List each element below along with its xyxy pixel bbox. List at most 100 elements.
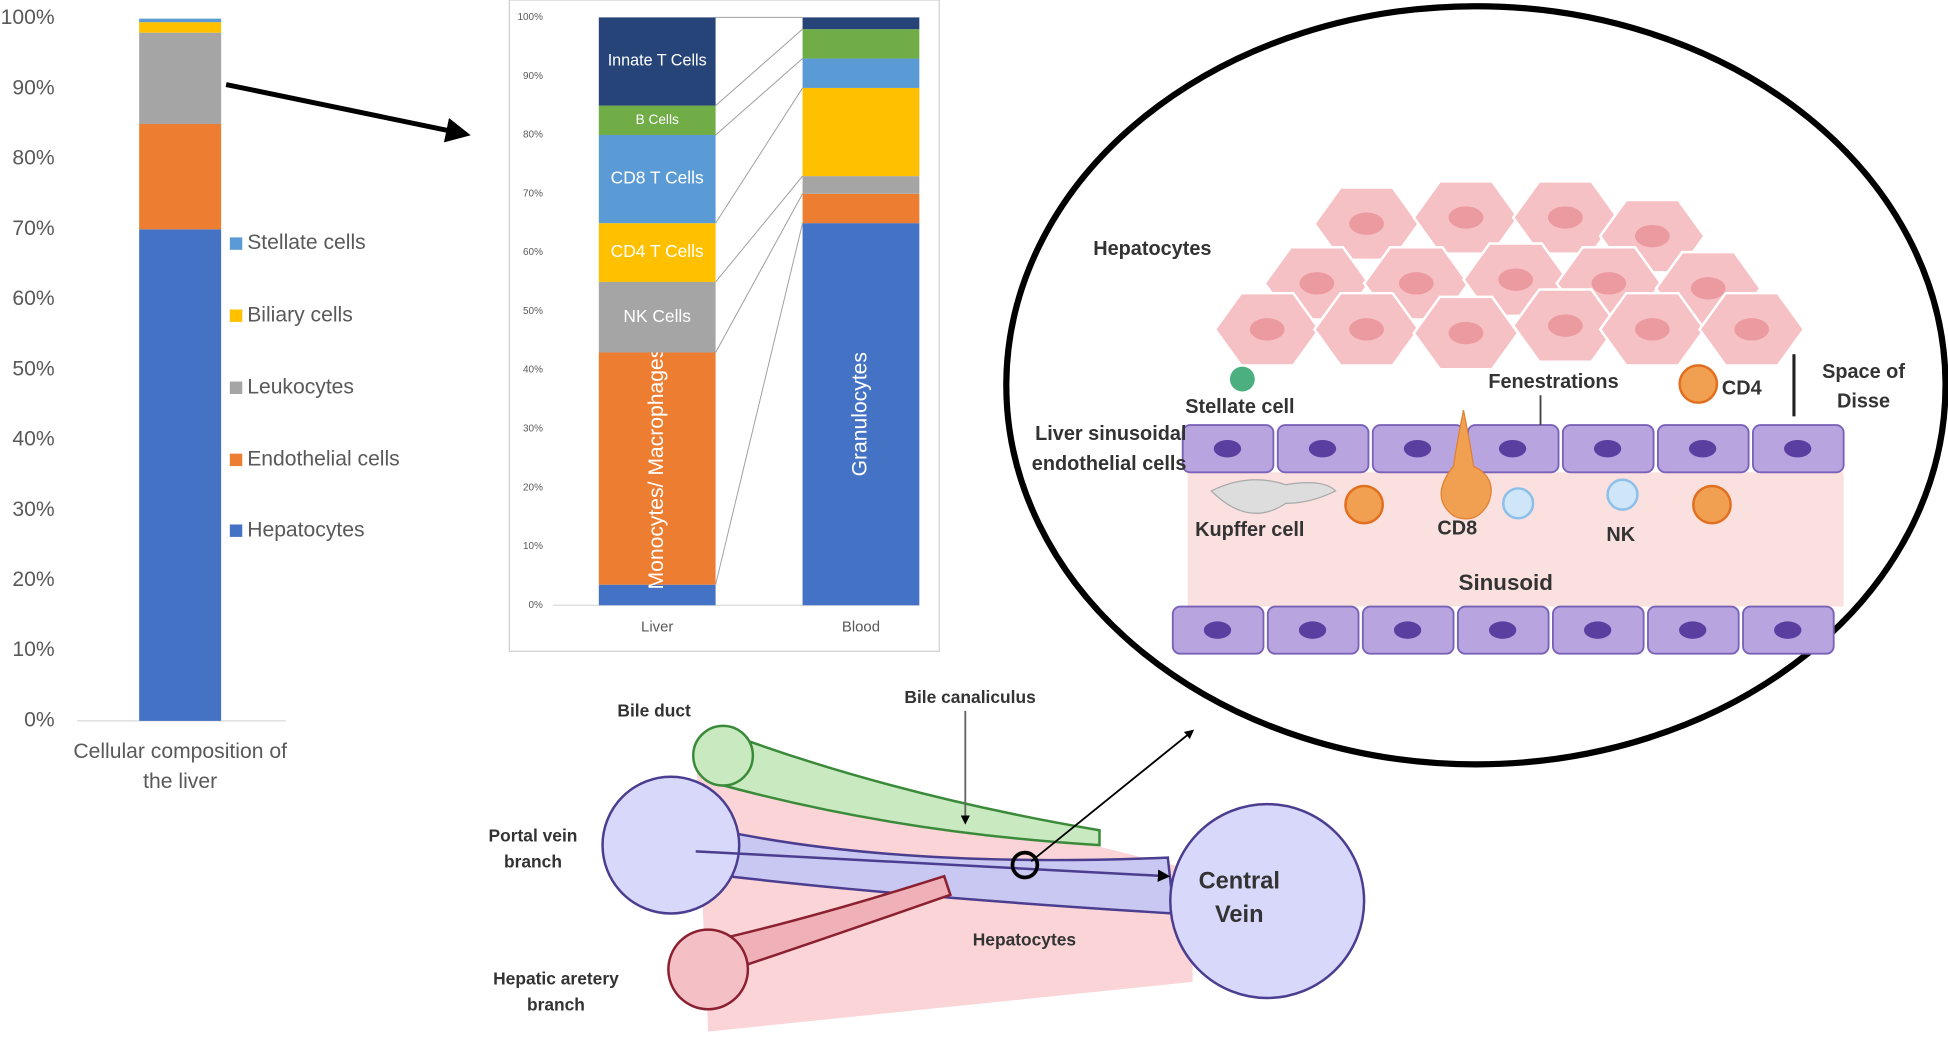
nucleus — [1448, 321, 1484, 345]
t-cell — [1692, 484, 1732, 525]
nucleus — [1249, 318, 1285, 341]
segment-label: CD8 T Cells — [611, 168, 704, 188]
bar-segment — [802, 58, 920, 88]
nucleus — [1634, 224, 1670, 248]
y-tick-label: 20% — [523, 482, 543, 493]
nucleus — [1593, 439, 1622, 458]
hepatocyte-sheet — [1213, 180, 1806, 371]
label: CD4 — [1722, 377, 1762, 399]
y-tick-label: 50% — [523, 306, 543, 317]
y-tick-label: 70% — [523, 188, 543, 199]
legend-swatch — [229, 309, 243, 322]
y-tick-label: 0% — [24, 708, 55, 731]
zoom-pointer — [1030, 729, 1195, 863]
y-tick-label: 80% — [12, 147, 54, 170]
label: Hepatic aretery branch — [493, 968, 619, 1015]
cd4-cell — [1678, 364, 1719, 404]
bar-segment — [598, 352, 716, 585]
y-tick-label: 80% — [523, 130, 543, 141]
bar-segment — [598, 223, 716, 282]
legend-swatch — [229, 237, 243, 250]
y-tick-label: 10% — [12, 638, 54, 661]
bar-segment — [802, 176, 920, 194]
label: NK — [1606, 524, 1635, 546]
nucleus — [1403, 439, 1432, 458]
x-tick-label-box: Cellular composition of the liver — [73, 739, 287, 793]
bar-segment — [139, 229, 222, 721]
label: Central Vein — [1198, 868, 1280, 929]
legend-label: Endothelial cells — [247, 447, 400, 470]
nucleus — [1547, 206, 1583, 229]
connector — [715, 28, 803, 106]
bar-segment — [802, 29, 920, 59]
bar-segment — [139, 123, 222, 230]
nk-cell — [1606, 478, 1639, 511]
y-tick-label: 100% — [517, 12, 543, 23]
connector — [715, 223, 804, 585]
legend-label: Stellate cells — [247, 231, 365, 254]
y-tick-label: 30% — [523, 424, 543, 435]
segment-label: B Cells — [636, 112, 679, 127]
y-tick-label: 40% — [12, 428, 54, 451]
cd8-cell — [1440, 410, 1492, 520]
nucleus — [1308, 439, 1337, 458]
nucleus — [1591, 272, 1627, 295]
connector — [715, 193, 803, 353]
hepatic-artery — [667, 928, 750, 1011]
nucleus — [1299, 272, 1335, 295]
y-tick-label: 60% — [523, 247, 543, 258]
nucleus — [1213, 439, 1242, 458]
y-tick-label: 0% — [529, 600, 544, 611]
kupffer-cell — [1210, 479, 1337, 514]
bar-segment — [598, 584, 716, 606]
x-tick-label: Blood — [842, 620, 880, 636]
segment-label: NK Cells — [623, 306, 691, 326]
segment-label: Innate T Cells — [608, 52, 707, 70]
segment-label: CD4 T Cells — [611, 241, 704, 261]
bar-segment — [598, 281, 716, 353]
bile-duct-shape — [712, 731, 1101, 847]
label: Kupffer cell — [1195, 519, 1304, 541]
legend-swatch — [229, 453, 243, 467]
label: Hepatocytes — [973, 929, 1076, 949]
flow-arrow — [695, 850, 1171, 882]
y-tick-label: 20% — [12, 568, 54, 591]
label: Hepatocytes — [1093, 238, 1211, 260]
endothelium — [1171, 424, 1845, 655]
y-tick-label: 90% — [523, 71, 543, 82]
connector — [715, 87, 803, 224]
label: Fenestrations — [1488, 371, 1618, 393]
label: Bile canaliculus — [904, 687, 1035, 707]
nucleus — [1688, 439, 1717, 458]
legend-label: Biliary cells — [247, 303, 353, 326]
bile-duct-end — [691, 724, 755, 787]
central-vein — [1169, 802, 1366, 1000]
label: Bile duct — [617, 701, 691, 721]
nucleus — [1393, 621, 1422, 639]
artery-channel — [694, 874, 952, 984]
bar-segment — [598, 105, 716, 135]
y-tick-label: 100% — [1, 6, 55, 29]
nucleus — [1679, 621, 1707, 639]
bar-segment — [598, 134, 716, 224]
y-tick-label: 60% — [12, 287, 54, 310]
segment-label: Monocytes/ Macrophages — [645, 348, 668, 590]
label: Space of Disse — [1822, 361, 1905, 413]
nucleus — [1488, 621, 1517, 639]
y-tick-label: 40% — [523, 365, 543, 376]
t-cell — [1344, 484, 1384, 525]
y-tick-label: 10% — [523, 541, 543, 552]
nucleus — [1583, 621, 1612, 639]
nucleus — [1398, 272, 1434, 295]
bar-segment — [802, 223, 920, 606]
legend-label: Leukocytes — [247, 375, 354, 398]
legend-swatch — [229, 524, 243, 537]
connector — [715, 175, 803, 283]
portal-vein — [601, 775, 741, 915]
y-tick-label: 90% — [12, 76, 54, 99]
nucleus — [1349, 212, 1384, 235]
stellate-cell — [1229, 366, 1255, 392]
label: Liver sinusoidal endothelial cells — [1031, 423, 1187, 475]
nucleus — [1634, 318, 1670, 341]
x-tick-label: Cellular composition of the liver — [73, 739, 287, 793]
